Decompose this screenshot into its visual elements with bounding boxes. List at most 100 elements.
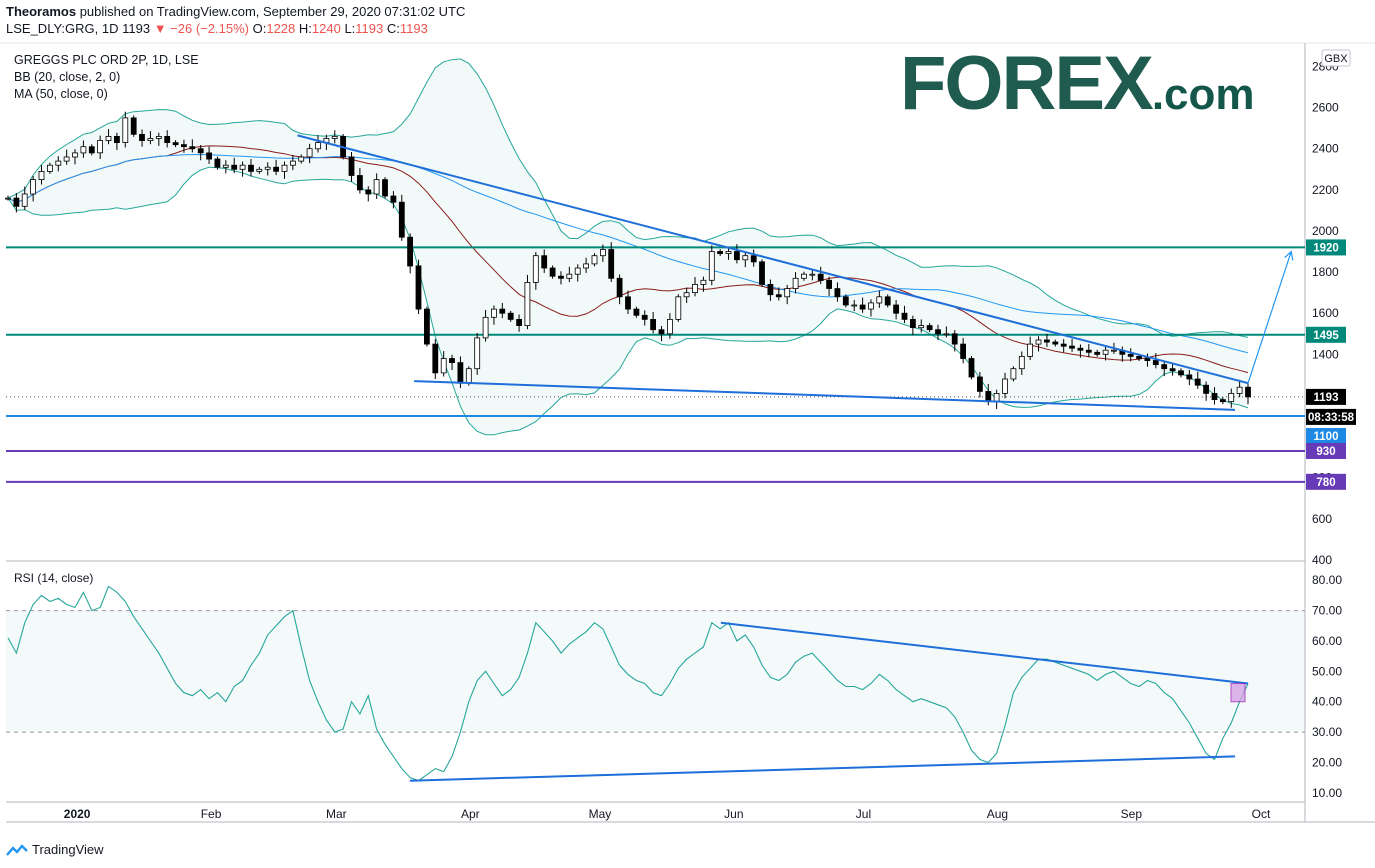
candle (256, 166, 263, 174)
candle (114, 132, 120, 150)
candle (884, 294, 891, 308)
low-value: 1193 (355, 21, 384, 36)
candle-body (13, 197, 20, 207)
rsi-trendline (409, 755, 1236, 782)
candle (415, 259, 422, 315)
candle (449, 354, 455, 370)
candle-body (516, 318, 522, 326)
candle (742, 251, 749, 268)
last-price-badge: 1193 (1314, 392, 1339, 404)
legend-ma: MA (50, close, 0) (14, 87, 108, 101)
rsi-tick-label: 80.00 (1312, 573, 1342, 587)
level-badge-1100-bg (1306, 428, 1346, 445)
candle-body (625, 296, 631, 310)
candle (943, 326, 950, 338)
candle (1035, 336, 1042, 352)
candle (1211, 387, 1218, 405)
candle (423, 306, 430, 347)
currency-badge-bg (1321, 49, 1351, 67)
candle-body (256, 168, 263, 172)
ma-50-line (7, 153, 1249, 354)
open-value: 1228 (266, 21, 296, 36)
candle (1069, 338, 1075, 352)
candle (1161, 360, 1168, 377)
candle (214, 156, 221, 170)
candle-body (608, 249, 615, 279)
candle (373, 173, 380, 199)
candle-body (1211, 392, 1218, 400)
candle-body (239, 164, 246, 170)
candle-body (264, 166, 271, 170)
candle-body (725, 251, 732, 254)
candle (13, 193, 20, 213)
close-value: 1193 (399, 21, 428, 36)
candle-body (499, 308, 506, 314)
candle-body (893, 304, 899, 314)
x-tick-label: Feb (201, 807, 222, 821)
candle-body (784, 288, 791, 298)
candle (817, 266, 824, 285)
x-tick-label: Jun (724, 807, 743, 821)
candle (264, 162, 271, 176)
candle-body (231, 164, 238, 170)
candle-body (884, 296, 891, 306)
candle (583, 257, 589, 273)
brand-suffix: .com (1151, 70, 1255, 119)
candle-body (130, 117, 137, 135)
candle-body (859, 304, 866, 310)
candle-body (750, 255, 757, 263)
price-tick-label: 1800 (1312, 265, 1339, 279)
candle (315, 135, 321, 153)
candle-body (114, 135, 120, 143)
candle (1060, 339, 1067, 353)
candle-body (1027, 343, 1033, 357)
candle-body (868, 302, 874, 310)
candle (1094, 349, 1101, 357)
level-badge-780-bg (1306, 473, 1346, 490)
footer-brand[interactable]: TradingView (6, 842, 104, 857)
rsi-band-fill (6, 610, 1305, 733)
candle-body (1169, 368, 1176, 372)
candle (516, 314, 522, 332)
level-badge-1920: 1920 (1313, 242, 1339, 254)
legend-title: GREGGS PLC ORD 2P, 1D, LSE (14, 53, 199, 67)
candle (382, 177, 388, 199)
rsi-tick-label: 70.00 (1312, 604, 1342, 618)
candle-body (55, 160, 62, 166)
rsi-tick-label: 60.00 (1312, 634, 1342, 648)
countdown: 08:33:58 (1308, 412, 1355, 424)
candle (147, 131, 154, 145)
candle (918, 319, 925, 333)
candle (1245, 383, 1251, 405)
candle (910, 315, 916, 336)
candle-body (658, 329, 665, 335)
tradingview-logo-icon (6, 843, 28, 856)
candle (675, 294, 682, 322)
candle-body (1018, 355, 1025, 370)
candle-body (641, 314, 648, 320)
price-tick-label: 2000 (1312, 224, 1339, 238)
level-badge-930-bg (1306, 442, 1346, 459)
candle-body (574, 267, 581, 275)
candle-body (189, 146, 196, 150)
candle-body (759, 261, 765, 285)
countdown-bg (1306, 408, 1356, 425)
candle-body (315, 142, 321, 150)
candle-body (1060, 343, 1067, 347)
candle-body (348, 156, 355, 176)
candle (222, 160, 229, 174)
candle-body (1044, 339, 1050, 343)
publish-info: Theoramos published on TradingView.com, … (6, 4, 465, 19)
candle (549, 265, 556, 279)
candle-body (1077, 347, 1084, 351)
symbol: LSE_DLY:GRG, 1D (6, 21, 119, 36)
candle-body (465, 368, 472, 384)
candle (650, 311, 656, 334)
candle-body (382, 179, 388, 197)
candle (5, 195, 11, 201)
candle (1228, 388, 1235, 408)
candle (130, 115, 137, 137)
candle (558, 271, 564, 285)
candle-body (1094, 351, 1101, 355)
